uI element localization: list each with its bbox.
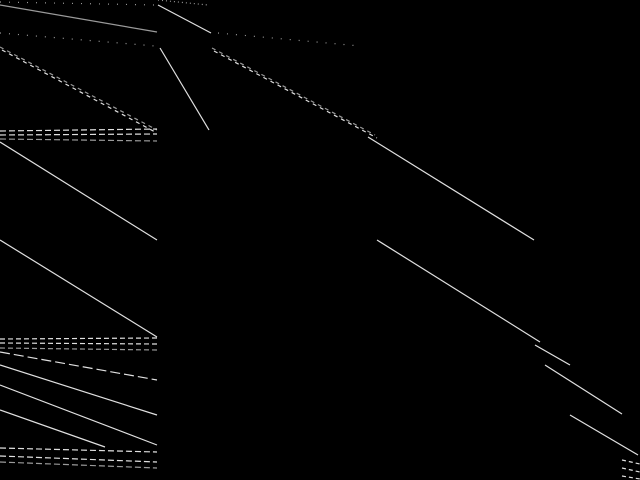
artifact-line (0, 4, 158, 33)
artifact-line (376, 239, 541, 343)
artifact-line (0, 409, 106, 448)
artifact-line (0, 337, 158, 340)
artifact-line (0, 461, 158, 469)
artifact-line (569, 414, 639, 456)
artifact-line (0, 384, 158, 446)
artifact-line (0, 141, 158, 241)
artifact-line (157, 0, 209, 6)
artifact-line (544, 364, 623, 415)
artifact-line (0, 138, 158, 142)
artifact-line (534, 344, 571, 366)
artifact-line (0, 128, 158, 132)
artifact-line (621, 467, 640, 473)
artifact-line (621, 475, 640, 480)
artifact-line (367, 136, 535, 241)
artifact-line (211, 47, 376, 136)
artifact-line (157, 4, 212, 34)
artifact-line (0, 239, 158, 338)
artifact-line (0, 347, 158, 351)
artifact-line (0, 364, 158, 416)
artifact-line (0, 46, 158, 131)
artifact-line (621, 459, 640, 465)
artifact-line (0, 133, 158, 136)
artifact-line (159, 47, 210, 131)
artifact-line (0, 351, 158, 381)
artifact-line (1, 49, 158, 134)
artifact-line (0, 455, 158, 463)
artifact-line (0, 342, 158, 345)
artifact-line (213, 50, 378, 139)
artifact-line (0, 447, 158, 453)
